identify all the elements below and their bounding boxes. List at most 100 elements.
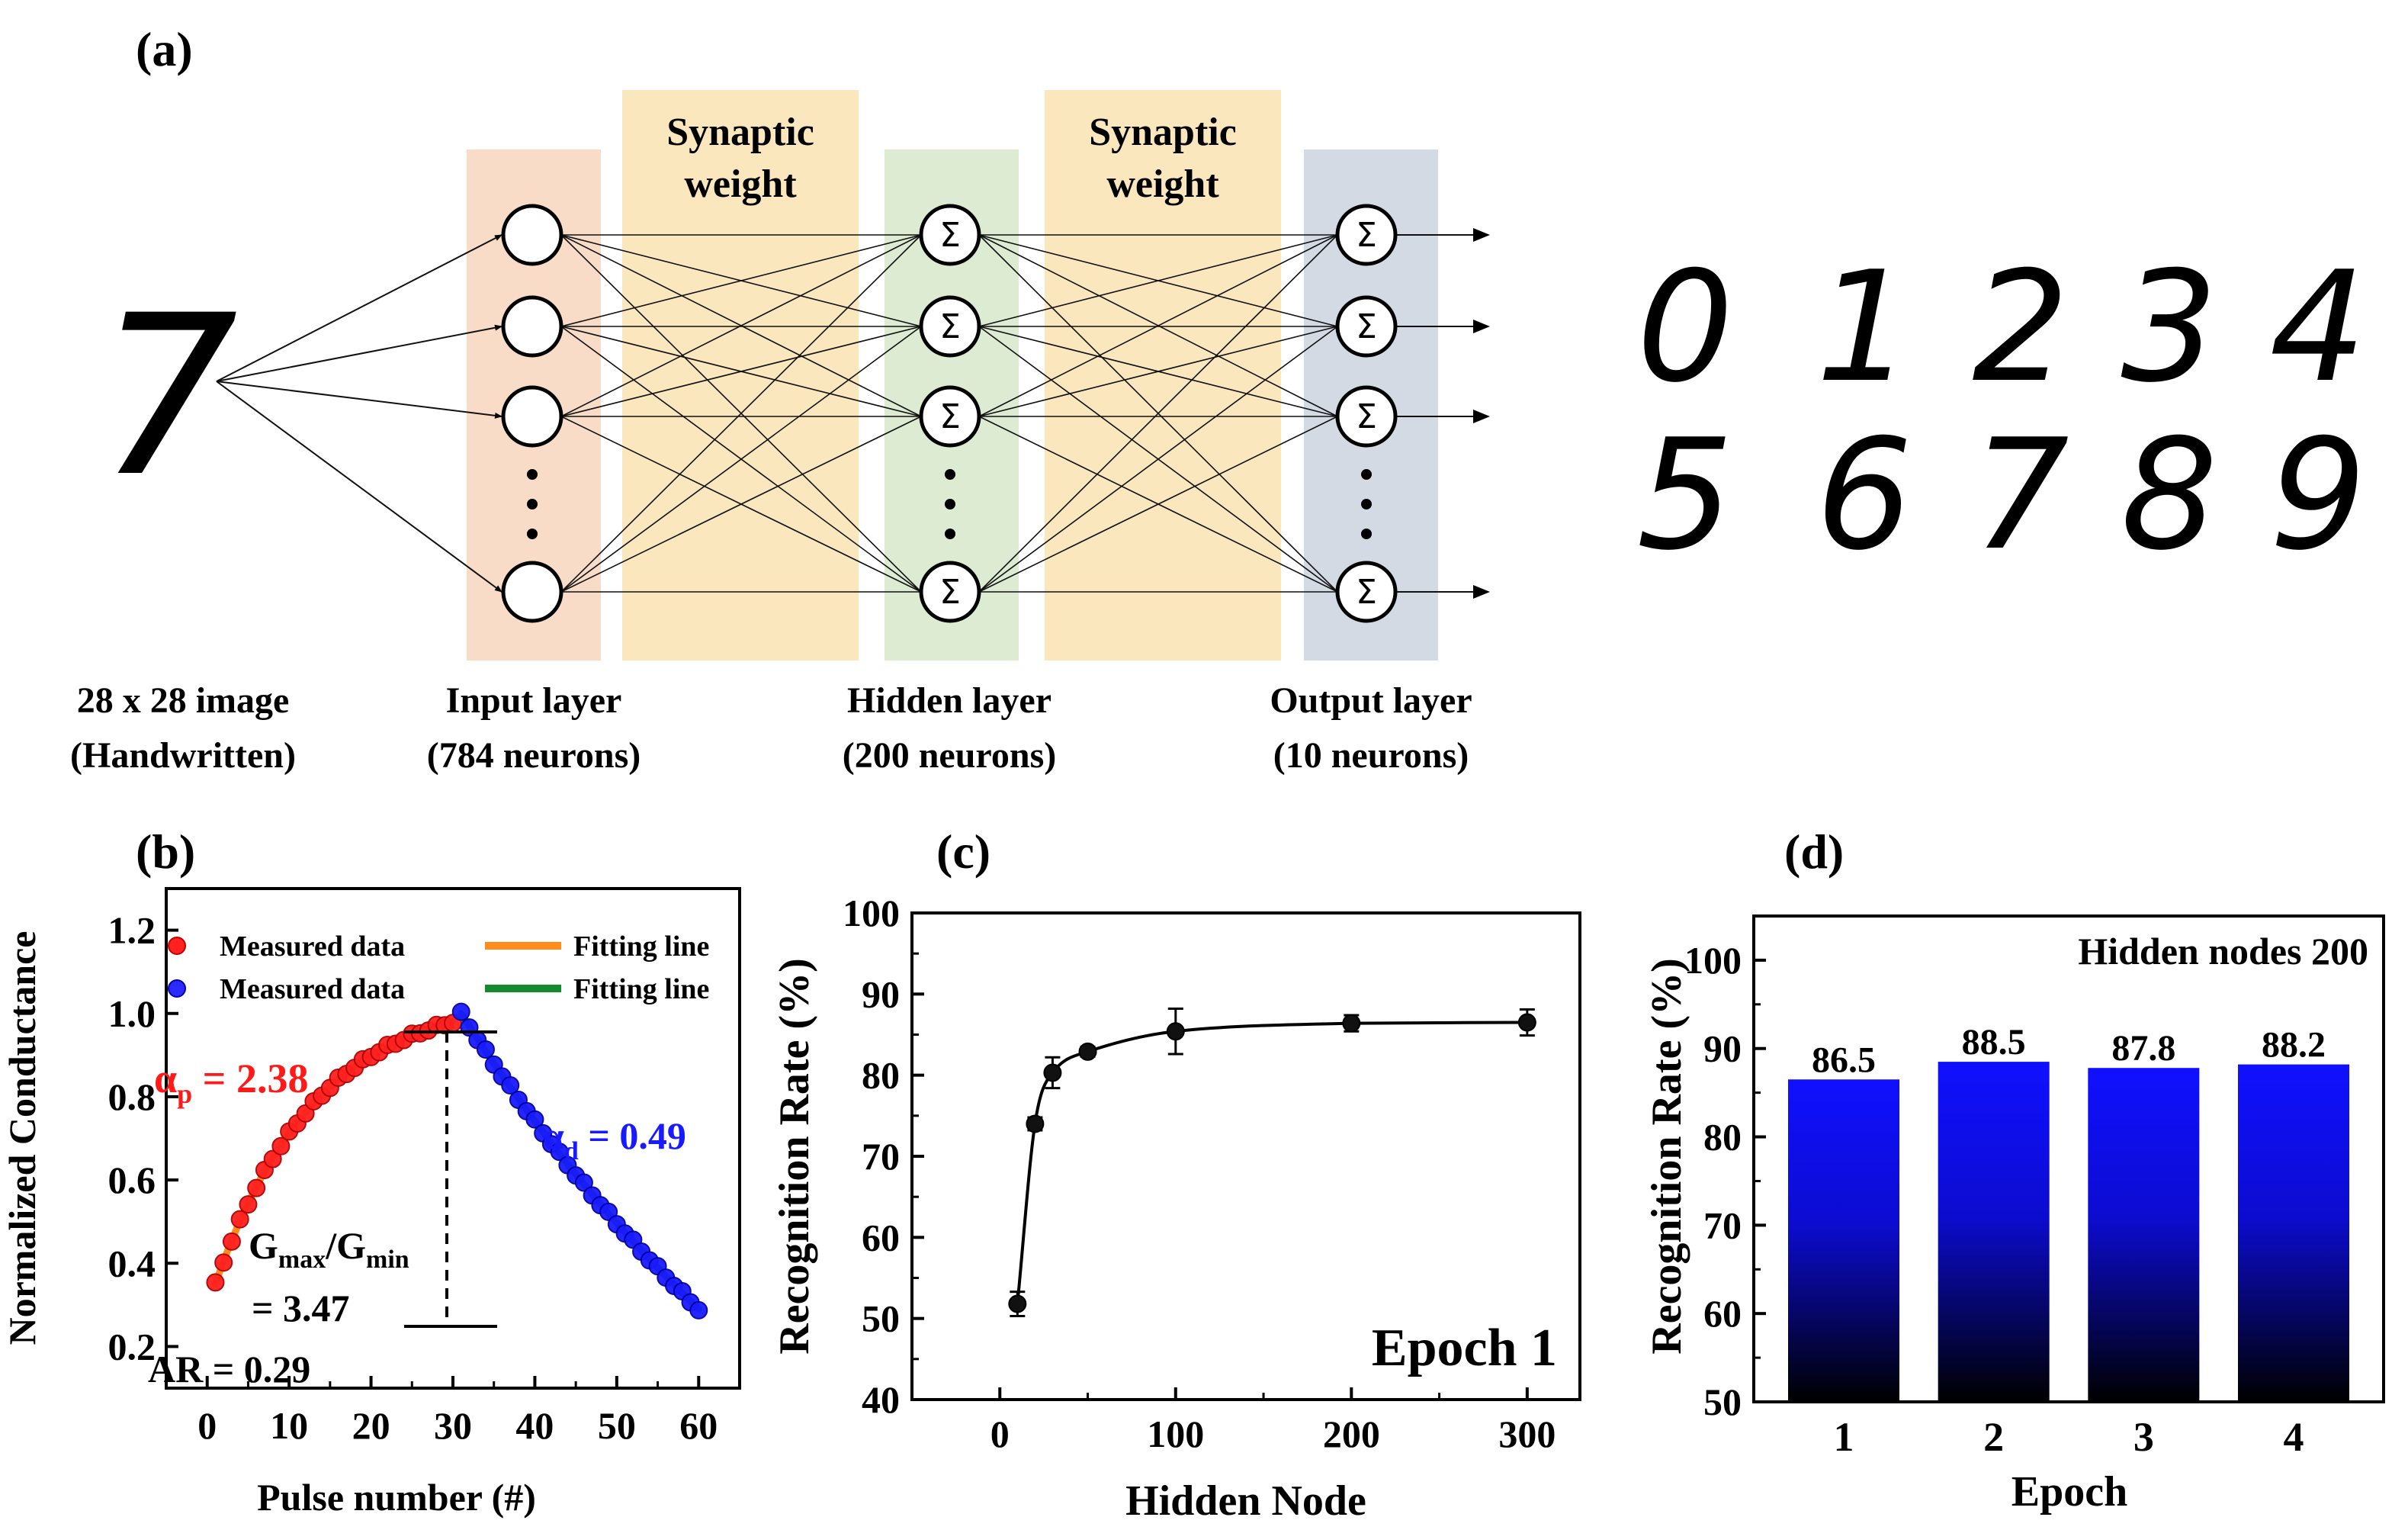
- synaptic-weight-label-1-line1: Synaptic: [666, 111, 814, 154]
- caption-input-line1: Input layer: [446, 680, 622, 721]
- data-point: [1166, 1022, 1185, 1041]
- network-neurons: Σ Σ Σ Σ Σ Σ Σ Σ: [501, 204, 1398, 623]
- synapse-line: [978, 234, 1338, 593]
- input-digit-seven: 7: [98, 268, 239, 526]
- depression-point: [501, 1076, 520, 1095]
- panel-d-bars: 86.5 88.5 87.8 88.2: [1788, 1022, 2349, 1402]
- potentiation-point: [263, 1149, 282, 1168]
- data-point: [1078, 1042, 1097, 1061]
- bar-value-label: 88.2: [2262, 1025, 2326, 1066]
- bar-value-label: 87.8: [2111, 1028, 2175, 1069]
- caption-output-line1: Output layer: [1270, 680, 1472, 721]
- y-tick-label: 1.0: [108, 992, 156, 1035]
- handwritten-digit: 1: [1816, 239, 1912, 416]
- ellipsis-dot: [527, 529, 538, 539]
- caption-hidden-line2: (200 neurons): [843, 735, 1056, 776]
- x-tick-label: 0: [197, 1404, 217, 1447]
- synaptic-weight-box-1: [622, 90, 859, 661]
- x-tick-label: 40: [515, 1404, 554, 1447]
- panel-b-measured-points: [206, 1002, 708, 1319]
- bar-epoch-4: [2238, 1064, 2349, 1402]
- sigma-symbol: Σ: [939, 307, 961, 346]
- caption-output-line2: (10 neurons): [1273, 735, 1469, 776]
- caption-input-line2: (784 neurons): [427, 735, 641, 776]
- y-tick-label: 50: [1703, 1381, 1742, 1423]
- output-neuron: [1335, 561, 1398, 623]
- sigma-symbol: Σ: [1356, 573, 1377, 612]
- handwritten-digit: 8: [2121, 407, 2217, 584]
- panel-d: (d) 50 60 70 80 90 100 1 2 3 4 86.5 88.5 87.8 88.2 H…: [1643, 824, 2385, 1516]
- network-connections: [216, 228, 1490, 599]
- synaptic-weight-label-2-line2: weight: [1106, 162, 1219, 206]
- output-neuron: [1335, 295, 1398, 358]
- ellipsis-dot: [945, 469, 955, 480]
- ellipsis-dot: [527, 499, 538, 509]
- sigma-symbol: Σ: [1356, 397, 1377, 436]
- x-tick-label: 300: [1498, 1413, 1556, 1455]
- hidden-neuron: [919, 204, 981, 266]
- input-arrow: [216, 324, 502, 382]
- panel-a: (a) Synaptic weight Synaptic weight ΣΣΣΣ…: [70, 22, 2367, 776]
- legend-label-measured-2: Measured data: [220, 973, 405, 1005]
- x-tick-label: 200: [1323, 1413, 1380, 1455]
- synaptic-weight-label-2-line1: Synaptic: [1089, 111, 1237, 154]
- synaptic-weight-box-2: [1045, 90, 1281, 661]
- handwritten-digit: 4: [2269, 239, 2366, 416]
- depression-point: [451, 1002, 470, 1021]
- panel-d-x-axis-label: Epoch: [2011, 1468, 2128, 1516]
- y-tick-label: 0.4: [108, 1242, 156, 1284]
- ellipsis-dot: [1361, 499, 1372, 509]
- panel-b-legend: Measured data Fitting line Measured data…: [168, 931, 709, 1005]
- panel-b-ticks: 0 10 20 30 40 50 60 0.2 0.4 0.6 0.8 1.0 1.2: [108, 909, 718, 1447]
- handwritten-digit-samples: 0 1 2 3 4 5 6 7 8 9: [1636, 239, 2366, 584]
- panel-b-x-axis-label: Pulse number (#): [257, 1476, 536, 1519]
- x-tick-label: 30: [434, 1404, 472, 1447]
- handwritten-digit: 2: [1972, 239, 2069, 416]
- potentiation-point: [247, 1178, 266, 1197]
- panel-b-label: (b): [136, 824, 195, 879]
- output-neuron: [1335, 385, 1398, 448]
- data-point: [1517, 1013, 1536, 1032]
- y-tick-label: 100: [1684, 939, 1742, 982]
- y-tick-label: 1.2: [108, 909, 156, 952]
- potentiation-point: [239, 1195, 258, 1214]
- y-tick-label: 80: [862, 1054, 900, 1097]
- hidden-neuron: [919, 385, 981, 448]
- synapse-line: [560, 416, 922, 593]
- input-arrow: [216, 381, 502, 593]
- legend-label-fitting-1: Fitting line: [573, 931, 709, 963]
- annotation-gmax-gmin-ratio: Gmax/Gmin: [249, 1224, 409, 1274]
- panel-c: (c) 0 100 200 300 40 50 60 70 80 90 100 Epoch 1 Hi…: [771, 824, 1581, 1525]
- panel-d-label: (d): [1784, 824, 1844, 879]
- potentiation-point: [206, 1273, 225, 1292]
- panel-d-plot-frame: [1752, 914, 2385, 1403]
- depression-point: [574, 1173, 593, 1192]
- output-neuron: [1335, 204, 1398, 266]
- panel-d-y-axis-label: Recognition Rate (%): [1643, 958, 1690, 1354]
- x-tick-label: 1: [1834, 1414, 1854, 1460]
- data-point: [1026, 1114, 1045, 1133]
- y-tick-label: 60: [1703, 1292, 1742, 1335]
- input-neuron: [501, 295, 563, 358]
- legend-marker-potentiation: [168, 937, 186, 955]
- x-tick-label: 4: [2284, 1414, 2304, 1460]
- y-tick-label: 100: [843, 892, 900, 934]
- x-tick-label: 0: [990, 1413, 1010, 1455]
- legend-label-measured-1: Measured data: [220, 931, 405, 963]
- y-tick-label: 70: [862, 1135, 900, 1178]
- bar-epoch-3: [2088, 1068, 2200, 1402]
- sigma-symbol: Σ: [1356, 307, 1377, 346]
- x-tick-label: 10: [270, 1404, 308, 1447]
- y-tick-label: 0.8: [108, 1075, 156, 1118]
- ellipsis-dot: [527, 469, 538, 480]
- synapse-line: [978, 234, 1338, 327]
- handwritten-digit: 3: [2121, 239, 2217, 416]
- handwritten-digit: 6: [1816, 407, 1912, 584]
- potentiation-point: [214, 1253, 233, 1272]
- data-point: [1008, 1294, 1027, 1313]
- synapse-line: [978, 234, 1338, 417]
- input-arrow: [216, 234, 502, 382]
- y-tick-label: 60: [862, 1216, 900, 1258]
- synaptic-weight-label-1-line2: weight: [684, 162, 797, 206]
